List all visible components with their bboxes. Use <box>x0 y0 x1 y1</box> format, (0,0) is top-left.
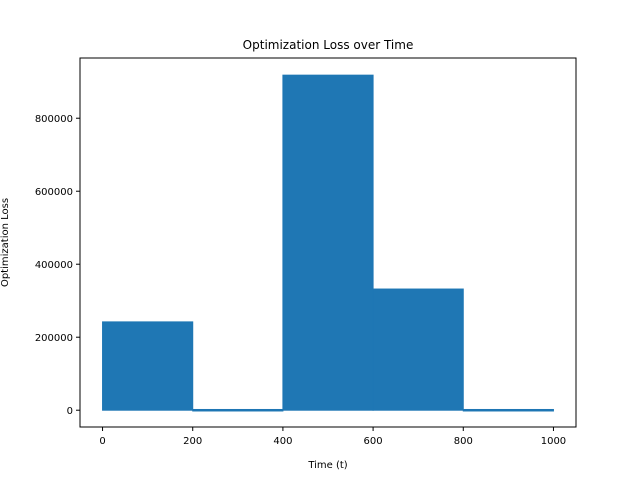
x-tick-label: 400 <box>273 436 292 447</box>
x-tick-label: 1000 <box>541 436 566 447</box>
y-axis-label: Optimization Loss <box>0 198 11 287</box>
x-tick-label: 600 <box>364 436 383 447</box>
loss-block-4 <box>372 288 464 411</box>
x-tick-label: 0 <box>99 436 105 447</box>
axes-frame <box>79 57 577 428</box>
loss-block-2 <box>192 408 284 412</box>
x-tick-label: 800 <box>454 436 473 447</box>
x-tick-label: 200 <box>183 436 202 447</box>
x-axis: 0 200 400 600 800 1000 <box>99 427 566 447</box>
chart-title: Optimization Loss over Time <box>243 38 414 52</box>
y-tick-label: 0 <box>67 406 73 417</box>
y-tick-label: 800000 <box>35 114 73 125</box>
x-axis-label: Time (t) <box>307 460 347 471</box>
y-tick-label: 200000 <box>35 333 73 344</box>
loss-block-1 <box>102 321 194 411</box>
plot-area <box>102 74 554 412</box>
y-tick-label: 600000 <box>35 187 73 198</box>
loss-block-5 <box>462 408 554 412</box>
y-axis: 0 200000 400000 600000 800000 <box>35 114 80 417</box>
y-tick-label: 400000 <box>35 260 73 271</box>
loss-block-3 <box>282 74 374 411</box>
